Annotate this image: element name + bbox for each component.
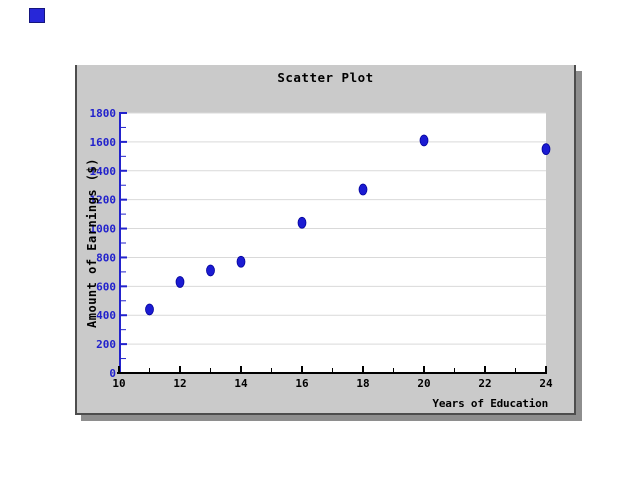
chart-panel: Scatter Plot — [75, 65, 576, 415]
blue-square-marker — [29, 8, 45, 23]
chart-title: Scatter Plot — [277, 70, 374, 85]
y-axis-label: Amount of Earnings ($) — [84, 158, 99, 328]
x-axis-label: Years of Education — [432, 397, 548, 410]
y-axis-label-wrap: Amount of Earnings ($) — [83, 113, 100, 373]
